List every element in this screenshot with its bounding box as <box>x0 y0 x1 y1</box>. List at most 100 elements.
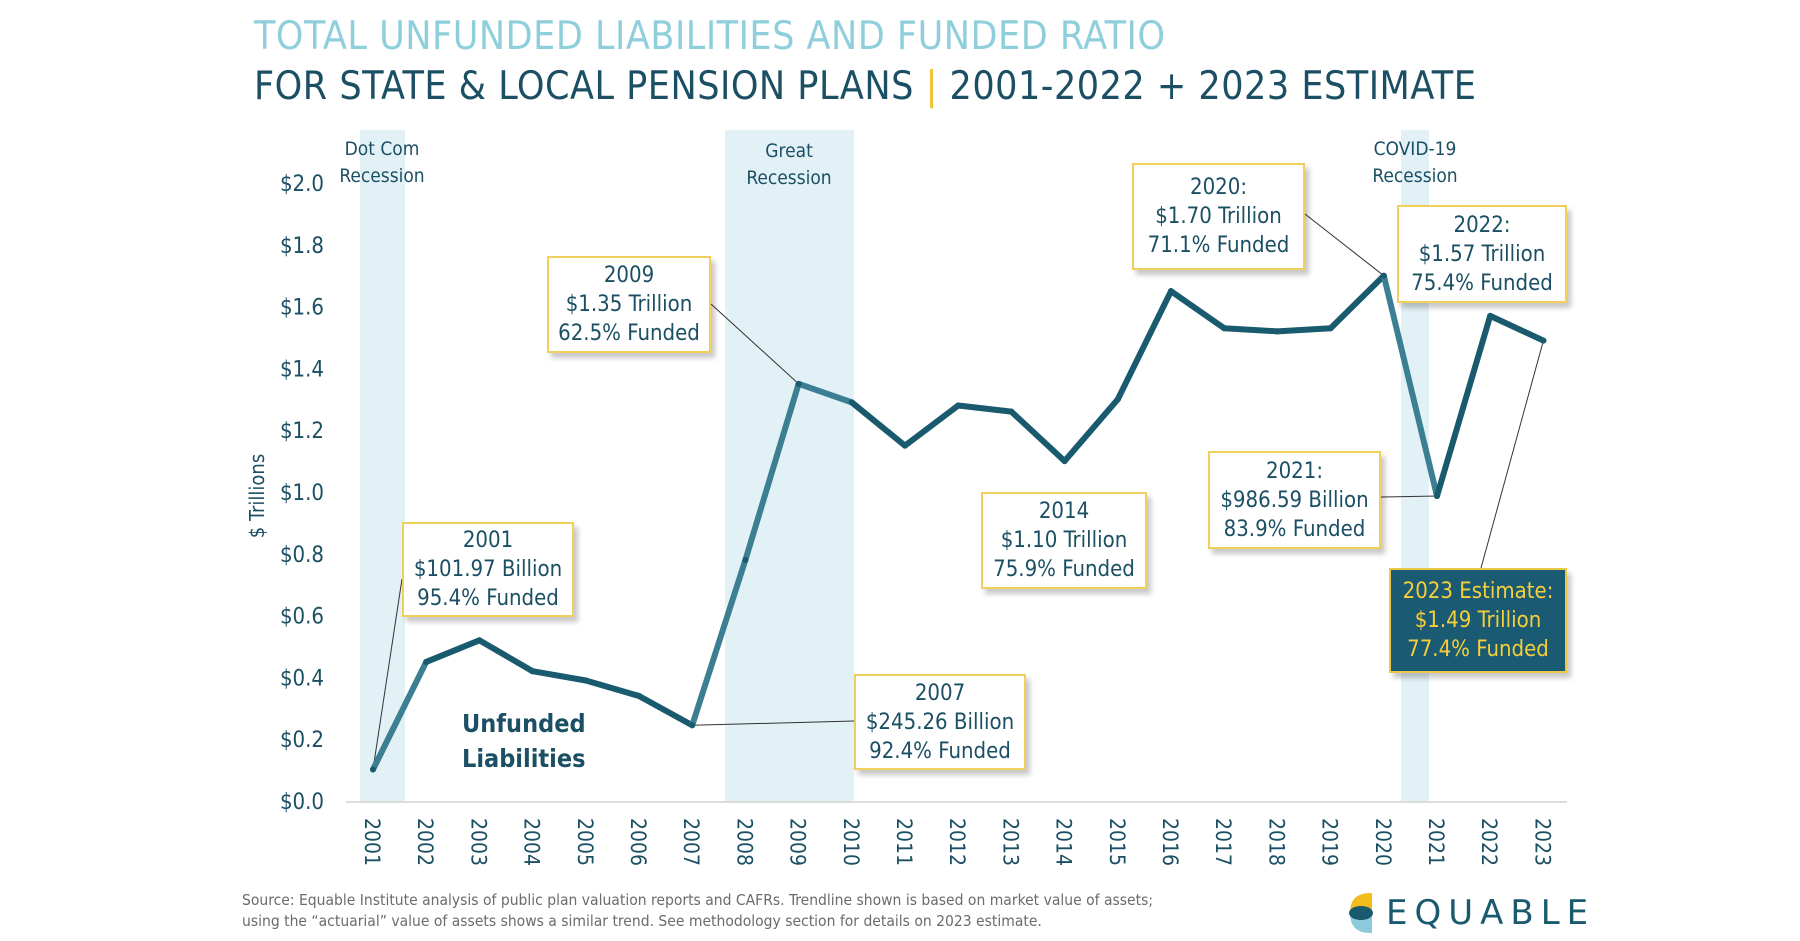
series-line-segment <box>955 402 1015 415</box>
logo-mark-icon <box>1349 893 1373 933</box>
data-point <box>529 668 536 675</box>
data-point <box>423 658 430 665</box>
annotation-leader-line <box>710 303 799 385</box>
series-line-segment <box>1380 272 1440 500</box>
annotation-line: 71.1% Funded <box>1147 233 1290 258</box>
data-point <box>582 677 589 684</box>
annotation-line: 2001 <box>462 528 514 553</box>
x-tick-label: 2013 <box>998 818 1022 866</box>
series-label-line: Liabilities <box>462 744 586 773</box>
recession-label-covid: COVID-19 Recession <box>1335 136 1495 190</box>
annotation-line: 92.4% Funded <box>869 738 1011 764</box>
annotation-line: 62.5% Funded <box>558 321 700 346</box>
data-point <box>902 442 908 449</box>
x-tick-label: 2016 <box>1158 818 1182 866</box>
y-tick-label: $0.2 <box>280 728 324 753</box>
series-line-segment <box>1114 288 1174 403</box>
x-tick-label: 2018 <box>1264 818 1288 866</box>
x-tick-label: 2023 <box>1530 818 1554 866</box>
series-line-segment <box>636 692 696 729</box>
data-point <box>795 380 802 387</box>
annotation-line: $245.26 Billion <box>865 709 1015 735</box>
x-tick-label: 2022 <box>1477 818 1501 866</box>
annotation-leader-line <box>692 720 855 726</box>
data-point <box>1327 325 1334 332</box>
data-point <box>1434 493 1440 500</box>
x-tick-label: 2017 <box>1211 818 1235 866</box>
data-point <box>370 766 376 773</box>
annotation-line: 2009 <box>603 263 655 288</box>
data-point <box>1061 458 1068 465</box>
annotation-line: 2007 <box>914 680 966 706</box>
series-line-segment <box>582 677 642 699</box>
y-tick-label: $0.0 <box>280 790 324 815</box>
series-line-segment <box>370 658 430 773</box>
annotation-2007: 2007 $245.26 Billion 92.4% Funded <box>854 674 1026 770</box>
series-line-segment <box>1274 325 1334 335</box>
series-line-segment <box>1061 396 1121 465</box>
recession-label-line: Dot Com <box>344 138 420 160</box>
annotation-line: 2023 Estimate: <box>1402 579 1554 604</box>
data-point <box>1114 396 1121 403</box>
x-tick-label: 2021 <box>1424 818 1448 866</box>
data-point <box>955 402 962 409</box>
x-tick-label: 2011 <box>892 818 916 866</box>
recession-label-dotcom: Dot Com Recession <box>302 136 462 190</box>
series-line-segment <box>902 402 962 449</box>
x-tick-label: 2014 <box>1052 818 1076 866</box>
data-point <box>1008 408 1015 415</box>
annotation-line: $986.59 Billion <box>1220 487 1369 513</box>
y-tick-label: $2.0 <box>280 172 324 197</box>
title-line2-b: 2001-2022 + 2023 ESTIMATE <box>949 64 1477 109</box>
recession-band <box>725 130 854 801</box>
x-tick-label: 2007 <box>679 818 703 866</box>
y-tick-label: $1.6 <box>280 296 324 321</box>
y-tick-label: $1.4 <box>280 357 324 382</box>
equable-logo: EQUABLE <box>1344 889 1594 937</box>
recession-label-great: Great Recession <box>709 138 869 192</box>
x-tick-label: 2004 <box>520 818 544 866</box>
data-point <box>1540 337 1547 344</box>
series-line-segment <box>476 637 536 675</box>
annotation-line: 2020: <box>1189 175 1248 200</box>
y-tick-label: $0.8 <box>280 543 324 568</box>
annotation-line: $1.57 Trillion <box>1418 241 1546 267</box>
annotation-line: 75.9% Funded <box>993 557 1135 582</box>
annotation-2014: 2014 $1.10 Trillion 75.9% Funded <box>981 492 1147 589</box>
title-line2-a: FOR STATE & LOCAL PENSION PLANS <box>254 64 914 109</box>
y-axis-label: $ Trillions <box>245 454 269 538</box>
annotation-line: 83.9% Funded <box>1223 516 1366 542</box>
series-line-segment <box>1434 312 1494 500</box>
series-line-segment <box>689 556 749 729</box>
y-tick-label: $0.4 <box>280 666 324 691</box>
y-tick-label: $0.6 <box>280 605 324 630</box>
series-line-segment <box>848 399 908 449</box>
recession-label-line: Recession <box>339 165 425 187</box>
y-tick-label: $1.8 <box>280 234 324 259</box>
data-point <box>689 722 696 729</box>
y-tick-label: $1.2 <box>280 419 324 444</box>
series-line-segment <box>1008 408 1068 465</box>
annotation-line: 75.4% Funded <box>1411 270 1553 296</box>
logo-text: EQUABLE <box>1386 893 1596 933</box>
annotation-line: 2021: <box>1265 458 1324 484</box>
x-tick-label: 2010 <box>839 818 863 866</box>
source-line: Source: Equable Institute analysis of pu… <box>242 891 1154 909</box>
annotation-2001: 2001 $101.97 Billion 95.4% Funded <box>402 522 574 617</box>
data-point <box>636 692 642 699</box>
source-note: Source: Equable Institute analysis of pu… <box>242 890 1153 932</box>
chart-title-line2: FOR STATE & LOCAL PENSION PLANS | 2001-2… <box>254 64 1476 109</box>
data-point <box>1221 325 1228 332</box>
series-label: Unfunded Liabilities <box>462 706 586 776</box>
x-tick-label: 2001 <box>360 818 384 866</box>
annotation-line: $1.49 Trillion <box>1414 608 1542 633</box>
annotation-line: 77.4% Funded <box>1407 637 1549 662</box>
series-label-line: Unfunded <box>462 709 586 738</box>
recession-label-line: Recession <box>746 167 832 189</box>
annotation-line: $1.10 Trillion <box>1000 528 1128 553</box>
data-point <box>1380 272 1387 279</box>
data-point <box>476 637 483 644</box>
series-line-segment <box>1221 325 1281 335</box>
data-point <box>1487 312 1494 319</box>
